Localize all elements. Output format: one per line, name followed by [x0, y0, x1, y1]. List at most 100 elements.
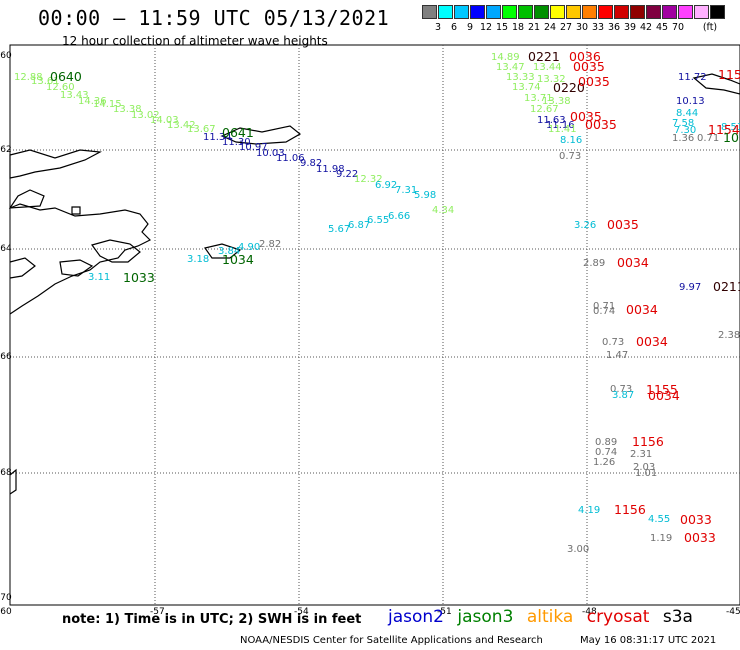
- legend-label: 30: [575, 22, 589, 33]
- legend-label: 3: [434, 22, 442, 33]
- wave-height-label: 3.26: [574, 220, 596, 231]
- legend-swatch: [710, 5, 725, 19]
- wave-height-label: 13.32: [537, 74, 566, 85]
- pass-time-label: 0033: [680, 512, 712, 527]
- wave-height-label: 14.36: [78, 96, 107, 107]
- wave-height-label: 2.82: [259, 239, 281, 250]
- wave-height-label: 12.32: [354, 174, 383, 185]
- wave-height-label: 13.47: [496, 62, 525, 73]
- wave-height-label: 6.87: [348, 220, 370, 231]
- sat-jason2: jason2: [388, 607, 444, 627]
- lat-label: -68: [0, 468, 12, 478]
- wave-height-label: 6.66: [388, 211, 410, 222]
- page-title: 00:00 – 11:59 UTC 05/13/2021: [38, 6, 390, 30]
- wave-height-label: 13.43: [60, 90, 89, 101]
- legend-label: 24: [543, 22, 557, 33]
- wave-height-label: 10.97: [239, 142, 268, 153]
- pass-time-label: 0034: [648, 388, 680, 403]
- coastline-segment: [91, 239, 141, 263]
- axis-labels: -60 -62 -64 -66 -68 -70 -60 -57 -54 -51 …: [0, 51, 740, 617]
- pass-time-label: 0034: [617, 255, 649, 270]
- lat-label: -62: [0, 145, 12, 155]
- wave-height-label: 2.89: [583, 258, 605, 269]
- pass-time-label: 1154: [708, 122, 740, 137]
- wave-height-label: 13.74: [512, 82, 541, 93]
- legend-unit: (ft): [702, 22, 718, 33]
- pass-time-label: 0035: [573, 59, 605, 74]
- wave-height-label: 13.71: [524, 93, 553, 104]
- legend-swatch: [630, 5, 645, 19]
- pass-time-label: 0640: [50, 69, 82, 84]
- pass-time-label: 0036: [569, 49, 601, 64]
- wave-height-label: 2.03: [633, 462, 655, 473]
- wave-height-label: 0.73: [610, 384, 632, 395]
- legend-swatch: [598, 5, 613, 19]
- wave-height-label: 13.38: [113, 104, 142, 115]
- wave-height-label: 10.13: [676, 96, 705, 107]
- wave-height-label: 10.03: [256, 148, 285, 159]
- pass-time-label: 1155: [646, 382, 678, 397]
- pass-time-label: 1034: [222, 252, 254, 267]
- wave-height-label: 5.67: [328, 224, 350, 235]
- wave-height-label: 12.60: [46, 82, 75, 93]
- wave-height-label: 13.33: [506, 72, 535, 83]
- wave-height-label: 13.02: [131, 110, 160, 121]
- lon-label: -48: [582, 607, 597, 617]
- pass-time-label: 0035: [578, 74, 610, 89]
- coastline-segment: [71, 206, 81, 215]
- coastline-segment: [220, 125, 302, 145]
- wave-height-label: 6.92: [375, 180, 397, 191]
- pass-time-label: 0220: [553, 80, 585, 95]
- wave-height-label: 0.74: [595, 447, 617, 458]
- wave-height-label: 13.42: [167, 120, 196, 131]
- coastline-segment: [8, 189, 45, 209]
- sat-cryosat: cryosat: [586, 607, 650, 627]
- coastline-segment: [9, 149, 103, 179]
- wave-height-label: 4.55: [648, 514, 670, 525]
- lon-label: -45: [726, 607, 740, 617]
- legend-label: 12: [479, 22, 493, 33]
- legend-label: 36: [607, 22, 621, 33]
- wave-height-label: 0.73: [602, 337, 624, 348]
- wave-height-label: 11.06: [276, 153, 305, 164]
- lat-label: -60: [0, 51, 12, 61]
- wave-height-label: 0.89: [595, 437, 617, 448]
- legend-swatch: [486, 5, 501, 19]
- legend-swatch: [678, 5, 693, 19]
- wave-height-values: 12.8813.6112.6013.4314.3614.1513.3813.02…: [14, 52, 740, 555]
- wave-height-label: 3.84: [218, 246, 240, 257]
- wave-height-label: 9.82: [300, 158, 322, 169]
- wave-height-label: 14.89: [491, 52, 520, 63]
- wave-height-label: 9.22: [336, 169, 358, 180]
- pass-time-label: 0035: [585, 117, 617, 132]
- wave-height-label: 8.16: [560, 135, 582, 146]
- wave-height-label: 13.67: [187, 124, 216, 135]
- wave-height-label: 1.26: [593, 457, 615, 468]
- coastline: [8, 73, 740, 495]
- pass-time-label: 0035: [570, 109, 602, 124]
- wave-height-label: 2.31: [630, 449, 652, 460]
- footer-timestamp: May 16 08:31:17 UTC 2021: [580, 635, 717, 646]
- sat-jason3: jason3: [457, 607, 514, 627]
- wave-height-label: 2.38: [718, 330, 740, 341]
- coastline-segment: [9, 203, 152, 315]
- legend-swatch: [534, 5, 549, 19]
- satellite-legend: jason2 jason3 altika cryosat s3a: [388, 607, 701, 627]
- wave-height-label: 7.31: [395, 185, 417, 196]
- legend-swatch: [566, 5, 581, 19]
- wave-height-label: 14.03: [150, 115, 179, 126]
- wave-height-label: 11.41: [548, 124, 577, 135]
- pass-time-label: 0035: [607, 217, 639, 232]
- legend-label: 45: [655, 22, 669, 33]
- wave-height-label: 4.34: [432, 205, 454, 216]
- footer-note: note: 1) Time is in UTC; 2) SWH is in fe…: [62, 612, 362, 627]
- legend-label: 33: [591, 22, 605, 33]
- pass-time-label: 115: [718, 67, 740, 82]
- legend-swatch: [438, 5, 453, 19]
- footer-credit: NOAA/NESDIS Center for Satellite Applica…: [240, 635, 543, 646]
- grid-lines: [10, 45, 740, 605]
- coastline-segment: [204, 243, 242, 259]
- wave-height-label: 0.71: [593, 301, 615, 312]
